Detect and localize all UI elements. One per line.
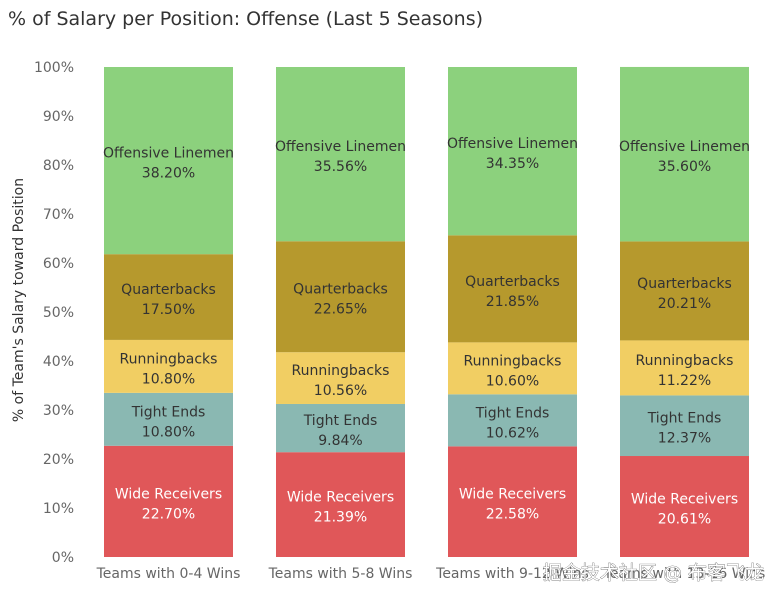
segment-value-label: 20.61% bbox=[658, 512, 711, 528]
segment-value-label: 35.60% bbox=[658, 159, 711, 175]
bar-segment bbox=[276, 352, 405, 404]
y-tick-label: 20% bbox=[43, 452, 74, 468]
y-tick-label: 90% bbox=[43, 109, 74, 125]
bar-segment bbox=[104, 445, 233, 557]
segment-name-label: Tight Ends bbox=[475, 405, 550, 421]
segment-name-label: Quarterbacks bbox=[637, 276, 732, 292]
segment-value-label: 10.80% bbox=[142, 424, 195, 440]
segment-name-label: Wide Receivers bbox=[631, 492, 738, 508]
segment-name-label: Runningbacks bbox=[636, 353, 734, 369]
y-tick-label: 70% bbox=[43, 207, 74, 223]
segment-value-label: 21.39% bbox=[314, 510, 367, 526]
category-labels: Teams with 0-4 Wins Teams with 5-8 Wins Te… bbox=[96, 566, 766, 582]
bar-segment bbox=[276, 241, 405, 353]
bar-segment bbox=[448, 446, 577, 557]
segment-name-label: Wide Receivers bbox=[459, 487, 566, 503]
segment-value-label: 10.80% bbox=[142, 371, 195, 387]
bar-segment bbox=[276, 452, 405, 557]
bar-segment bbox=[276, 403, 405, 453]
segment-value-label: 35.56% bbox=[314, 159, 367, 175]
segment-value-label: 22.58% bbox=[486, 507, 539, 523]
y-tick-label: 0% bbox=[52, 550, 74, 566]
y-tick-label: 100% bbox=[34, 60, 74, 76]
y-tick-label: 40% bbox=[43, 354, 74, 370]
chart-title: % of Salary per Position: Offense (Last … bbox=[8, 8, 483, 30]
segment-name-label: Runningbacks bbox=[464, 353, 562, 369]
segment-value-label: 11.22% bbox=[658, 373, 711, 389]
segment-value-label: 10.56% bbox=[314, 383, 367, 399]
segment-value-label: 10.62% bbox=[486, 425, 539, 441]
segment-name-label: Offensive Linemen bbox=[619, 139, 750, 155]
y-tick-label: 80% bbox=[43, 158, 74, 174]
segment-value-label: 22.65% bbox=[314, 302, 367, 318]
bar-groups: Wide Receivers 22.70% Tight Ends 10.80% Runn… bbox=[103, 66, 750, 557]
segment-value-label: 22.70% bbox=[142, 506, 195, 522]
segment-name-label: Runningbacks bbox=[120, 351, 218, 367]
x-category-label: Teams with 0-4 Wins bbox=[96, 566, 241, 582]
segment-name-label: Offensive Linemen bbox=[447, 136, 578, 152]
bar-segment bbox=[448, 394, 577, 447]
x-category-label: Teams with 13-16 Wins bbox=[603, 566, 766, 582]
segment-name-label: Quarterbacks bbox=[293, 282, 388, 298]
bar-segment bbox=[448, 67, 577, 236]
bar-segment bbox=[620, 241, 749, 341]
segment-value-label: 38.20% bbox=[142, 166, 195, 182]
x-category-label: Teams with 5-8 Wins bbox=[268, 566, 413, 582]
bar-segment bbox=[104, 339, 233, 393]
y-tick-label: 50% bbox=[43, 305, 74, 321]
segment-name-label: Wide Receivers bbox=[115, 486, 222, 502]
segment-value-label: 17.50% bbox=[142, 302, 195, 318]
segment-name-label: Tight Ends bbox=[131, 404, 206, 420]
segment-name-label: Offensive Linemen bbox=[103, 146, 234, 162]
segment-value-label: 9.84% bbox=[318, 433, 362, 449]
segment-name-label: Runningbacks bbox=[292, 363, 390, 379]
y-axis-ticks: 0% 10% 20% 30% 40% 50% 60% 70% 80% 90% 100% bbox=[34, 60, 74, 566]
y-axis-label: % of Team's Salary toward Position bbox=[11, 178, 27, 422]
bar-segment bbox=[104, 67, 233, 255]
bar-stack: Wide Receivers 22.70% Tight Ends 10.80% Runn… bbox=[103, 67, 234, 557]
segment-name-label: Quarterbacks bbox=[121, 282, 216, 298]
bar-segment bbox=[448, 235, 577, 343]
segment-value-label: 10.60% bbox=[486, 373, 539, 389]
bar-stack: Wide Receivers 22.58% Tight Ends 10.62% Runn… bbox=[447, 67, 578, 557]
segment-value-label: 34.35% bbox=[486, 156, 539, 172]
y-tick-label: 60% bbox=[43, 256, 74, 272]
segment-value-label: 12.37% bbox=[658, 431, 711, 447]
segment-value-label: 20.21% bbox=[658, 296, 711, 312]
bar-segment bbox=[620, 66, 749, 242]
segment-name-label: Wide Receivers bbox=[287, 490, 394, 506]
y-tick-label: 30% bbox=[43, 403, 74, 419]
segment-value-label: 21.85% bbox=[486, 294, 539, 310]
bar-segment bbox=[620, 395, 749, 457]
bar-stack: Wide Receivers 20.61% Tight Ends 12.37% Runn… bbox=[619, 66, 750, 557]
bar-segment bbox=[620, 340, 749, 396]
y-tick-label: 10% bbox=[43, 501, 74, 517]
bar-segment bbox=[448, 342, 577, 395]
x-category-label: Teams with 9-12 Wins bbox=[435, 566, 589, 582]
bar-segment bbox=[104, 254, 233, 340]
segment-name-label: Tight Ends bbox=[303, 413, 378, 429]
bar-segment bbox=[104, 392, 233, 446]
segment-name-label: Quarterbacks bbox=[465, 274, 560, 290]
segment-name-label: Offensive Linemen bbox=[275, 139, 406, 155]
bar-segment bbox=[620, 456, 749, 557]
bar-stack: Wide Receivers 21.39% Tight Ends 9.84% Runni… bbox=[275, 67, 406, 557]
bar-segment bbox=[276, 67, 405, 242]
segment-name-label: Tight Ends bbox=[647, 411, 722, 427]
watermark: 掘金技术社区 @ 布客飞龙 bbox=[543, 562, 764, 584]
